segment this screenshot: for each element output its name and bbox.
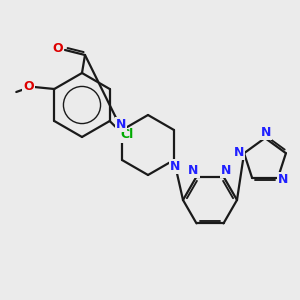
Text: O: O bbox=[53, 41, 63, 55]
Text: N: N bbox=[278, 173, 288, 186]
Text: Cl: Cl bbox=[120, 128, 133, 142]
Text: N: N bbox=[261, 125, 271, 139]
Text: O: O bbox=[23, 80, 34, 94]
Text: N: N bbox=[170, 160, 180, 172]
Text: N: N bbox=[188, 164, 199, 177]
Text: N: N bbox=[234, 146, 244, 159]
Text: N: N bbox=[221, 164, 232, 177]
Text: N: N bbox=[116, 118, 126, 130]
